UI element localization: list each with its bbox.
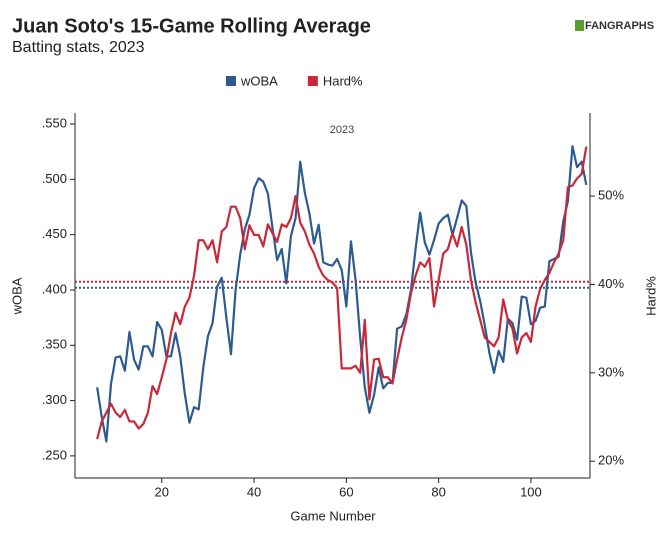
line-series bbox=[96, 146, 588, 440]
y-tick-label: .300 bbox=[42, 392, 67, 407]
x-tick-label: 20 bbox=[155, 484, 169, 499]
y-tick-label: .450 bbox=[42, 226, 67, 241]
legend-swatch bbox=[226, 76, 236, 86]
x-tick-label: 60 bbox=[339, 484, 353, 499]
y-tick-label: .250 bbox=[42, 447, 67, 462]
y2-tick-label: 30% bbox=[598, 364, 624, 379]
chart-subtitle: Batting stats, 2023 bbox=[12, 39, 145, 56]
y-tick-label: .400 bbox=[42, 281, 67, 296]
legend-label: Hard% bbox=[323, 73, 363, 88]
chart-title: Juan Soto's 15-Game Rolling Average bbox=[12, 15, 371, 37]
y2-tick-label: 40% bbox=[598, 276, 624, 291]
x-tick-label: 40 bbox=[247, 484, 261, 499]
x-tick-label: 80 bbox=[431, 484, 445, 499]
y-tick-label: .500 bbox=[42, 171, 67, 186]
y2-tick-label: 20% bbox=[598, 453, 624, 468]
legend-swatch bbox=[307, 76, 318, 86]
x-tick-label: 100 bbox=[520, 484, 542, 499]
logo-icon bbox=[575, 20, 584, 31]
line-series bbox=[96, 145, 588, 443]
y-axis-label: wOBA bbox=[9, 277, 24, 315]
y-tick-label: .350 bbox=[42, 337, 67, 352]
logo: FANGRAPHS bbox=[575, 20, 654, 32]
x-axis-label: Game Number bbox=[290, 508, 376, 523]
y-tick-label: .550 bbox=[42, 115, 67, 130]
y2-axis-label: Hard% bbox=[643, 276, 658, 316]
y2-tick-label: 50% bbox=[598, 188, 624, 203]
legend-label: wOBA bbox=[240, 73, 278, 88]
annotation: 2023 bbox=[330, 124, 354, 136]
logo-text: FANGRAPHS bbox=[585, 20, 654, 32]
